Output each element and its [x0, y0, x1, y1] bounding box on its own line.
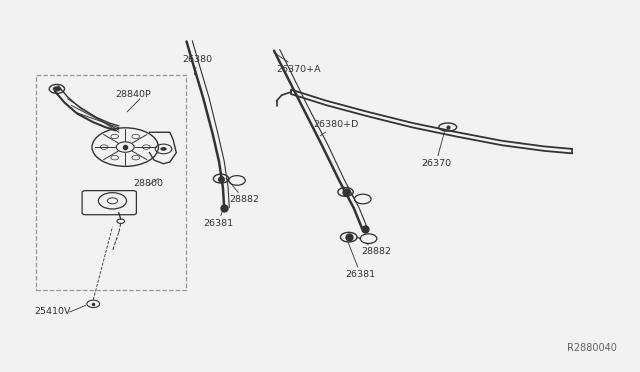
Text: 26380: 26380	[182, 55, 213, 75]
Text: 26370: 26370	[421, 132, 451, 167]
Text: 26380+D: 26380+D	[314, 121, 359, 136]
Text: R2880040: R2880040	[567, 343, 617, 353]
Text: 28882: 28882	[228, 180, 259, 204]
Text: 26381: 26381	[203, 210, 233, 228]
Text: 28800: 28800	[134, 179, 164, 188]
Text: 26381: 26381	[346, 242, 376, 279]
Text: 28882: 28882	[362, 243, 392, 256]
Circle shape	[53, 87, 61, 91]
Text: 25410V: 25410V	[34, 307, 70, 316]
Bar	[36, 75, 186, 290]
Circle shape	[161, 147, 167, 151]
Text: 28840P: 28840P	[116, 90, 152, 99]
Text: 26370+A: 26370+A	[274, 52, 321, 74]
